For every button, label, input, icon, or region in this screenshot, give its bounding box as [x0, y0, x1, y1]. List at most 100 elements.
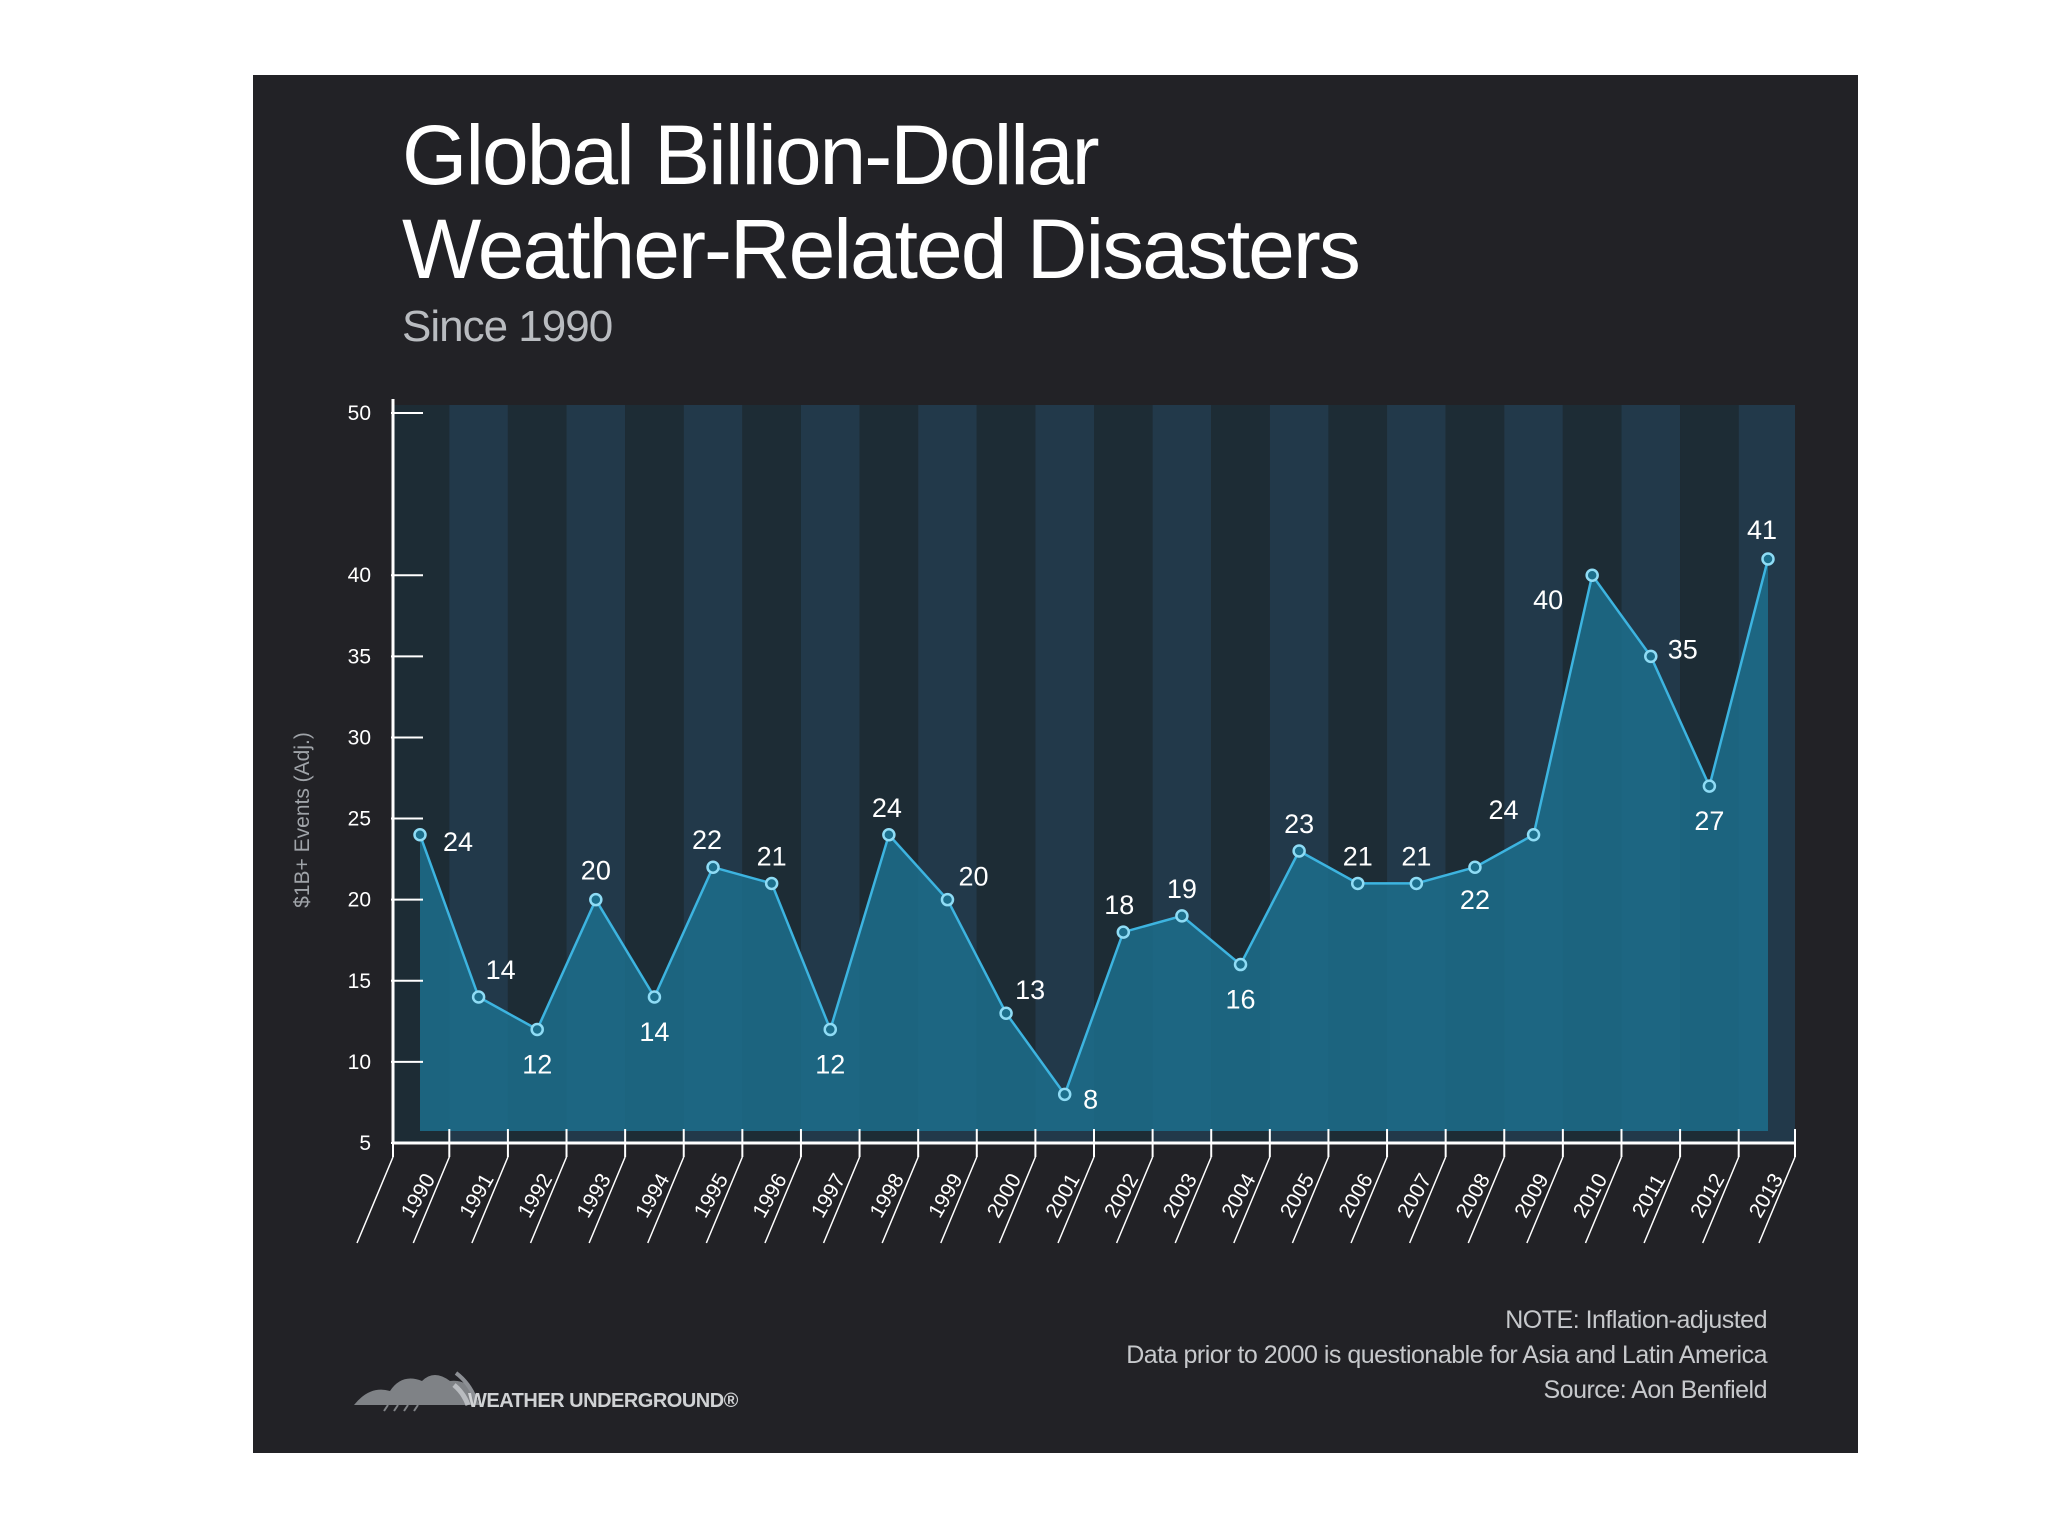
x-tick-slant	[1233, 1156, 1271, 1244]
x-tick-slant	[471, 1156, 509, 1244]
logo-text: WEATHER UNDERGROUND®	[468, 1390, 738, 1412]
data-labels: 24 14 12 20 14 22 21 12 24 20 13 8 18 19 16 23 21 21 22 24 4…	[443, 515, 1777, 1114]
x-tick-slant	[881, 1156, 919, 1244]
data-label-2011: 35	[1668, 634, 1698, 664]
data-label-1995: 22	[692, 825, 722, 855]
x-tick-slant	[529, 1156, 568, 1244]
weather-underground-logo-icon	[354, 1371, 480, 1412]
y-axis-label: $1B+ Events (Adj.)	[291, 732, 314, 908]
y-tick-label-40: 40	[348, 564, 371, 587]
data-label-2013: 41	[1747, 515, 1777, 545]
note-source: Source: Aon Benfield	[1543, 1376, 1768, 1404]
data-label-2008: 22	[1460, 885, 1490, 915]
note-data-quality: Data prior to 2000 is questionable for A…	[1126, 1341, 1767, 1369]
data-point-2009	[1526, 828, 1541, 842]
data-point-1999	[940, 892, 955, 907]
data-label-2007: 21	[1401, 841, 1431, 871]
x-tick-slant	[822, 1156, 861, 1244]
chart-title-line-1: Global Billion-Dollar	[402, 108, 1100, 202]
footnotes: NOTE: Inflation-adjusted Data prior to 2…	[1126, 1303, 1767, 1408]
x-tick-slant	[705, 1156, 744, 1244]
x-tick-slant	[1467, 1156, 1505, 1244]
data-point-2005	[1292, 844, 1306, 858]
y-axis-ticks: 5 10 15 20 25 30 35 40 50	[348, 402, 423, 1155]
data-label-1992: 12	[522, 1049, 552, 1079]
data-point-2003	[1175, 909, 1189, 923]
data-label-2001: 8	[1083, 1084, 1098, 1114]
data-point-2004	[1233, 957, 1248, 972]
x-tick-slant	[1291, 1156, 1330, 1244]
chart-title-line-2: Weather-Related Disasters	[402, 202, 1361, 296]
y-tick-label-25: 25	[348, 808, 371, 831]
y-tick-label-5: 5	[359, 1132, 371, 1155]
data-point-2000	[999, 1006, 1013, 1020]
data-point-2011	[1644, 649, 1658, 664]
x-tick-slant	[1584, 1156, 1623, 1244]
data-point-1992	[530, 1022, 544, 1037]
x-tick-slant	[356, 1156, 394, 1244]
y-tick-label-50: 50	[348, 402, 371, 425]
data-point-2010	[1585, 568, 1599, 582]
data-label-2004: 16	[1225, 985, 1255, 1015]
x-tick-slant	[1408, 1156, 1447, 1244]
chart-title: Global Billion-Dollar Weather-Related Di…	[402, 108, 1361, 296]
x-tick-slant	[940, 1156, 978, 1244]
data-label-2000: 13	[1015, 975, 1045, 1005]
data-point-2013	[1761, 552, 1775, 566]
x-tick-slant	[588, 1156, 626, 1244]
area-fill	[420, 559, 1768, 1131]
x-tick-slant	[1643, 1156, 1681, 1244]
x-tick-slant	[647, 1156, 685, 1244]
data-point-2002	[1116, 925, 1131, 939]
data-label-2006: 21	[1343, 841, 1373, 871]
data-point-2008	[1468, 860, 1482, 874]
data-point-1993	[589, 892, 603, 907]
x-tick-slant	[1526, 1156, 1564, 1244]
data-point-1998	[882, 828, 896, 842]
y-tick-label-10: 10	[348, 1051, 371, 1074]
data-label-1998: 24	[872, 793, 902, 823]
data-label-2002: 18	[1104, 890, 1134, 920]
data-point-1994	[647, 990, 662, 1004]
column-stripe-2001	[1035, 405, 1094, 1143]
data-point-2007	[1409, 876, 1424, 891]
data-label-2009: 24	[1489, 795, 1519, 825]
data-label-1999: 20	[958, 862, 988, 892]
data-label-1994: 14	[639, 1017, 669, 1047]
data-point-1991	[471, 990, 486, 1004]
data-point-2012	[1702, 779, 1717, 793]
note-inflation: NOTE: Inflation-adjusted	[1505, 1306, 1767, 1334]
data-point-1996	[764, 876, 779, 891]
data-label-1993: 20	[581, 856, 611, 886]
x-tick-slant	[998, 1156, 1037, 1244]
x-tick-slant	[1702, 1156, 1740, 1244]
data-label-1990: 24	[443, 827, 473, 857]
data-point-2001	[1057, 1087, 1072, 1102]
x-tick-slant	[1174, 1156, 1212, 1244]
data-point-1990	[413, 828, 427, 842]
y-tick-label-30: 30	[348, 726, 371, 749]
y-tick-label-15: 15	[348, 970, 371, 993]
data-label-2003: 19	[1167, 874, 1197, 904]
x-axis-ticks: 1990 1991 1992 1993 1994 1995 1996 1997 1998 1999…	[356, 1129, 1796, 1244]
data-point-1997	[823, 1022, 838, 1037]
data-point-1995	[706, 860, 720, 874]
data-label-1996: 21	[757, 841, 787, 871]
x-tick-slant	[1057, 1156, 1095, 1244]
data-points	[413, 552, 1775, 1102]
x-tick-slant	[412, 1156, 450, 1244]
x-tick-label-2013: 2013	[1745, 1170, 1788, 1222]
x-tick-slant	[1758, 1156, 1796, 1244]
chart-subtitle: Since 1990	[402, 302, 613, 351]
data-label-2012: 27	[1694, 806, 1724, 836]
data-point-2006	[1350, 876, 1365, 891]
x-tick-slant	[1115, 1156, 1154, 1244]
y-tick-label-35: 35	[348, 645, 371, 668]
x-tick-slant	[764, 1156, 802, 1244]
data-label-2005: 23	[1284, 809, 1314, 839]
data-label-2010: 40	[1533, 585, 1563, 615]
series-line	[418, 558, 1770, 1097]
x-tick-slant	[1350, 1156, 1388, 1244]
data-label-1997: 12	[815, 1049, 845, 1079]
